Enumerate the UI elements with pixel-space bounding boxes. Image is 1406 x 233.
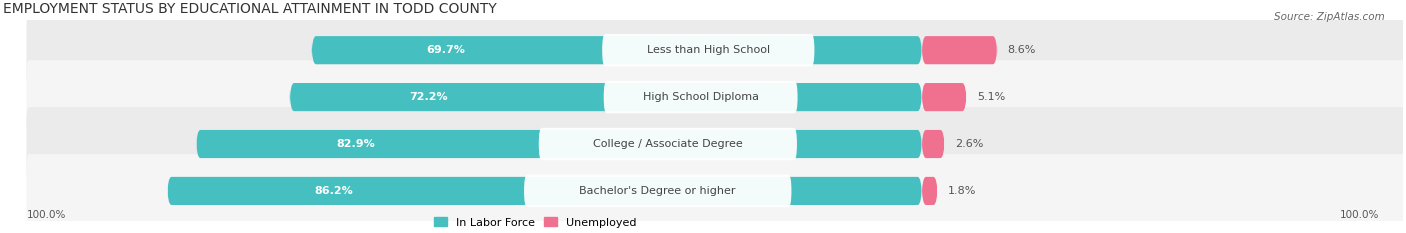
- Text: 5.1%: 5.1%: [977, 92, 1005, 102]
- Text: EMPLOYMENT STATUS BY EDUCATIONAL ATTAINMENT IN TODD COUNTY: EMPLOYMENT STATUS BY EDUCATIONAL ATTAINM…: [3, 2, 496, 16]
- Legend: In Labor Force, Unemployed: In Labor Force, Unemployed: [429, 213, 641, 232]
- FancyBboxPatch shape: [538, 128, 797, 160]
- Text: Source: ZipAtlas.com: Source: ZipAtlas.com: [1274, 12, 1385, 22]
- FancyBboxPatch shape: [290, 83, 922, 111]
- Text: College / Associate Degree: College / Associate Degree: [593, 139, 742, 149]
- FancyBboxPatch shape: [27, 154, 1406, 228]
- FancyBboxPatch shape: [27, 13, 1406, 87]
- FancyBboxPatch shape: [312, 36, 922, 64]
- Text: High School Diploma: High School Diploma: [643, 92, 759, 102]
- FancyBboxPatch shape: [27, 107, 1406, 181]
- Text: Less than High School: Less than High School: [647, 45, 770, 55]
- FancyBboxPatch shape: [195, 130, 922, 158]
- FancyBboxPatch shape: [922, 177, 938, 205]
- Text: 69.7%: 69.7%: [426, 45, 465, 55]
- Text: Bachelor's Degree or higher: Bachelor's Degree or higher: [579, 186, 735, 196]
- Text: 100.0%: 100.0%: [27, 210, 66, 220]
- Text: 2.6%: 2.6%: [955, 139, 983, 149]
- FancyBboxPatch shape: [167, 177, 922, 205]
- Text: 100.0%: 100.0%: [1340, 210, 1379, 220]
- Text: 82.9%: 82.9%: [336, 139, 375, 149]
- Text: 1.8%: 1.8%: [948, 186, 976, 196]
- FancyBboxPatch shape: [922, 130, 945, 158]
- Text: 72.2%: 72.2%: [409, 92, 449, 102]
- FancyBboxPatch shape: [603, 81, 797, 113]
- FancyBboxPatch shape: [922, 36, 997, 64]
- FancyBboxPatch shape: [27, 60, 1406, 134]
- FancyBboxPatch shape: [602, 34, 814, 66]
- Text: 86.2%: 86.2%: [314, 186, 353, 196]
- Text: 8.6%: 8.6%: [1008, 45, 1036, 55]
- FancyBboxPatch shape: [922, 83, 966, 111]
- FancyBboxPatch shape: [524, 175, 792, 207]
